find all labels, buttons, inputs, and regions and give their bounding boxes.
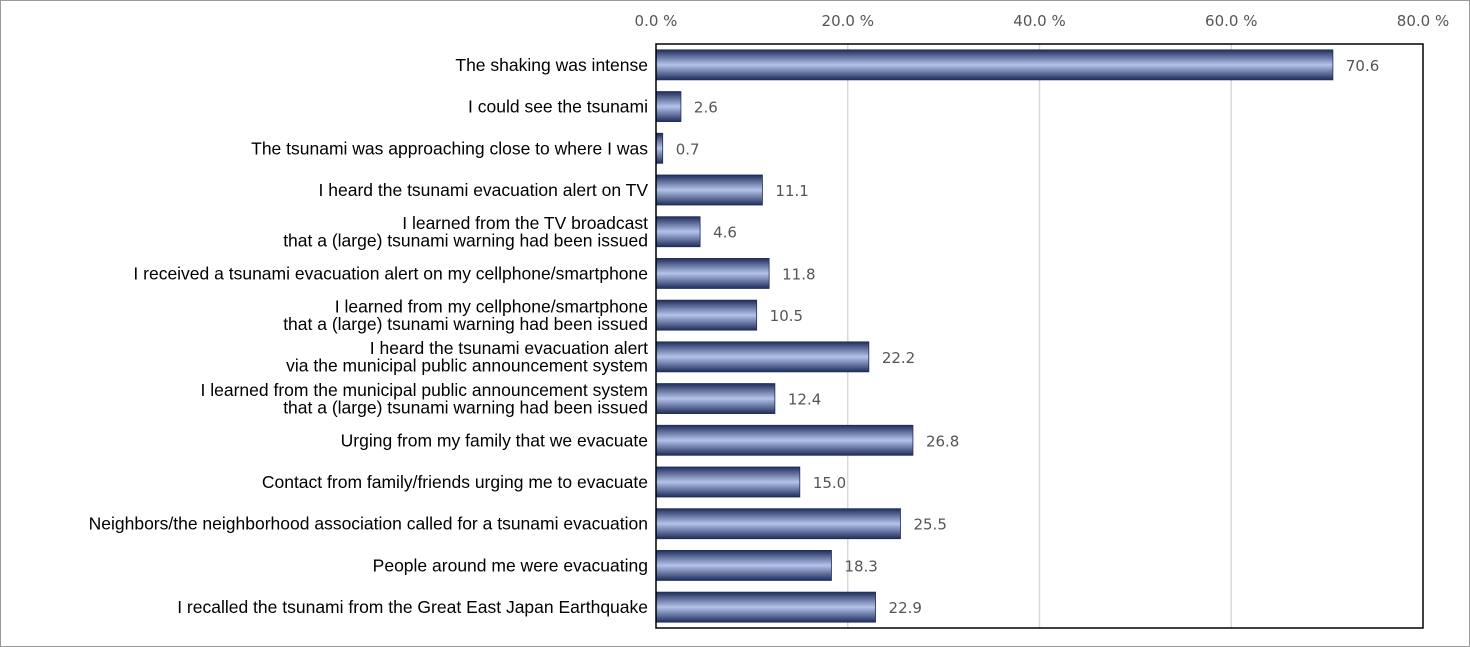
category-label-line: I learned from the TV broadcast xyxy=(402,213,648,233)
category-label-line: I heard the tsunami evacuation alert xyxy=(370,338,648,358)
category-label: Contact from family/friends urging me to… xyxy=(262,472,648,492)
bar xyxy=(655,49,1334,81)
category-label: I learned from the TV broadcast that a (l… xyxy=(283,213,648,251)
bar xyxy=(655,341,870,373)
data-label: 18.3 xyxy=(844,557,877,575)
category-label-line: that a (large) tsunami warning had been … xyxy=(283,314,648,334)
x-tick-label: 40.0 % xyxy=(1013,12,1065,30)
data-label: 15.0 xyxy=(813,474,846,492)
plot-area-border xyxy=(655,43,1424,629)
category-label: I received a tsunami evacuation alert on… xyxy=(133,263,648,283)
category-label-line: that a (large) tsunami warning had been … xyxy=(283,397,648,417)
category-label-line: I could see the tsunami xyxy=(468,97,648,117)
bar xyxy=(655,508,901,540)
category-label-line: Neighbors/the neighborhood association c… xyxy=(89,514,648,534)
category-label: Neighbors/the neighborhood association c… xyxy=(89,514,648,534)
x-tick-label: 60.0 % xyxy=(1205,12,1257,30)
data-label: 2.6 xyxy=(694,99,718,117)
category-label-line: I heard the tsunami evacuation alert on … xyxy=(319,180,649,200)
category-label: Urging from my family that we evacuate xyxy=(341,430,648,450)
data-label: 22.2 xyxy=(882,349,915,367)
bar xyxy=(655,91,682,122)
category-label: The shaking was intense xyxy=(455,55,648,75)
category-label-line: The tsunami was approaching close to whe… xyxy=(251,138,648,158)
x-tick-label: 20.0 % xyxy=(822,12,874,30)
category-label-line: I learned from the municipal public anno… xyxy=(201,380,648,400)
category-label-line: that a (large) tsunami warning had been … xyxy=(283,230,648,250)
category-label-line: The shaking was intense xyxy=(455,55,648,75)
data-label: 22.9 xyxy=(889,599,922,617)
category-label: I learned from my cellphone/smartphone th… xyxy=(283,296,648,334)
data-label: 11.1 xyxy=(775,182,808,200)
bar xyxy=(655,591,876,623)
x-tick-label: 0.0 % xyxy=(635,12,678,30)
x-axis-ticks: 0.0 % 20.0 % 40.0 % 60.0 % 80.0 % xyxy=(635,12,1450,30)
category-label: The tsunami was approaching close to whe… xyxy=(251,138,648,158)
data-label: 70.6 xyxy=(1346,57,1379,75)
bar xyxy=(655,174,763,206)
category-label-line: I received a tsunami evacuation alert on… xyxy=(133,263,648,283)
category-label: People around me were evacuating xyxy=(373,555,648,575)
category-label-line: I recalled the tsunami from the Great Ea… xyxy=(177,597,648,617)
category-label: I heard the tsunami evacuation alert on … xyxy=(319,180,649,200)
gridlines xyxy=(847,44,1232,628)
bar xyxy=(655,424,914,456)
x-tick-label: 80.0 % xyxy=(1397,12,1449,30)
data-labels: 70.6 2.6 0.7 11.1 4.6 11.8 10.5 22.2 12.4 26.8 15.… xyxy=(676,57,1380,617)
category-label: I learned from the municipal public anno… xyxy=(201,380,648,418)
category-label-line: Contact from family/friends urging me to… xyxy=(262,472,648,492)
bar xyxy=(655,299,758,331)
category-label-line: Urging from my family that we evacuate xyxy=(341,430,648,450)
category-label: I heard the tsunami evacuation alert via … xyxy=(286,338,648,376)
category-label-line: I learned from my cellphone/smartphone xyxy=(335,296,648,316)
data-label: 12.4 xyxy=(788,391,821,409)
category-label: I could see the tsunami xyxy=(468,97,648,117)
bar xyxy=(655,466,801,498)
data-label: 4.6 xyxy=(713,224,737,242)
bar xyxy=(655,216,701,248)
category-label-line: via the municipal public announcement sy… xyxy=(286,356,648,376)
category-label-line: People around me were evacuating xyxy=(373,555,648,575)
category-label: I recalled the tsunami from the Great Ea… xyxy=(177,597,648,617)
data-label: 0.7 xyxy=(676,140,700,158)
bars xyxy=(655,49,1334,623)
bar xyxy=(655,550,832,581)
data-label: 25.5 xyxy=(913,516,946,534)
category-labels: The shaking was intense I could see the t… xyxy=(89,55,649,617)
bar xyxy=(655,258,770,289)
data-label: 11.8 xyxy=(782,265,815,283)
data-label: 26.8 xyxy=(926,432,959,450)
bar xyxy=(655,132,664,164)
data-label: 10.5 xyxy=(770,307,803,325)
bar xyxy=(655,383,776,414)
